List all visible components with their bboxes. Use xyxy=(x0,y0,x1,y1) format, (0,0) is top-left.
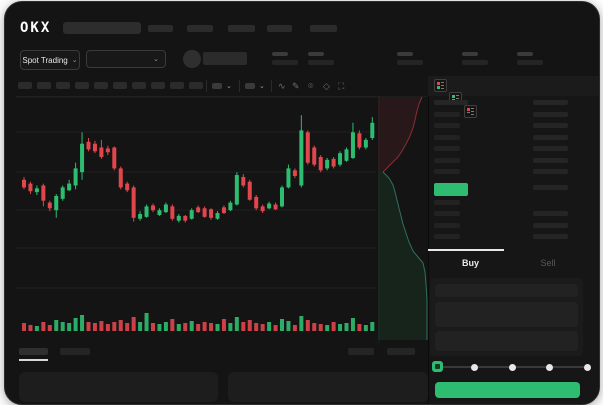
bid-price[interactable] xyxy=(434,210,460,216)
camera-icon[interactable]: ⌾ xyxy=(308,81,314,91)
buy-tab-label: Buy xyxy=(461,258,479,268)
nav-item[interactable] xyxy=(310,25,337,32)
bottom-action-left[interactable] xyxy=(348,348,374,355)
ask-price[interactable] xyxy=(434,146,460,151)
nav-item[interactable] xyxy=(148,25,173,32)
interval-button[interactable] xyxy=(189,82,203,89)
orderbook-toolbar xyxy=(428,76,599,96)
interval-button[interactable] xyxy=(75,82,89,89)
bid-price[interactable] xyxy=(434,222,460,228)
stat-label xyxy=(272,52,288,56)
last-price-placeholder xyxy=(203,52,247,65)
price-field[interactable] xyxy=(435,284,578,297)
interval-button[interactable] xyxy=(94,82,108,89)
fullscreen-icon[interactable]: ⛶ xyxy=(338,81,345,91)
nav-item[interactable] xyxy=(228,25,255,32)
ask-price[interactable] xyxy=(434,157,460,163)
pair-selector[interactable]: ⌄ xyxy=(86,50,166,68)
bottom-action-right[interactable] xyxy=(387,348,415,355)
bottom-panel-left xyxy=(19,372,218,402)
search-input[interactable] xyxy=(63,22,141,34)
toolbar-bottom-divider xyxy=(16,96,428,97)
total-field[interactable] xyxy=(435,331,578,351)
bottom-tab-active[interactable] xyxy=(19,348,48,355)
bid-price[interactable] xyxy=(434,233,460,239)
bid-amount xyxy=(533,222,568,228)
stat-value xyxy=(272,60,298,65)
ask-amount xyxy=(533,146,568,151)
bottom-panel-right xyxy=(228,372,428,402)
ask-amount xyxy=(533,157,568,163)
ask-amount xyxy=(533,169,568,174)
market-type-label: Spot Trading xyxy=(22,55,68,65)
last-price-bar[interactable] xyxy=(434,183,468,196)
candlestick-chart[interactable] xyxy=(4,1,600,405)
tab-buy[interactable]: Buy xyxy=(428,251,513,275)
chevron-down-icon[interactable]: ⌄ xyxy=(226,83,232,90)
book-view-combined-icon[interactable] xyxy=(434,79,447,92)
ask-price[interactable] xyxy=(434,123,460,128)
stat-label xyxy=(308,52,324,56)
interval-button[interactable] xyxy=(37,82,51,89)
ask-price[interactable] xyxy=(434,111,460,117)
bid-price[interactable] xyxy=(434,199,460,205)
stat-label xyxy=(397,52,413,56)
overlay-dropdown[interactable] xyxy=(245,83,255,89)
interval-button[interactable] xyxy=(56,82,70,89)
book-header-price xyxy=(434,100,468,105)
bottom-tab-indicator xyxy=(19,359,48,361)
last-price-amount xyxy=(533,185,568,190)
nav-item[interactable] xyxy=(187,25,213,32)
stat-value xyxy=(397,60,423,65)
sell-tab-label: Sell xyxy=(540,258,556,268)
tab-sell[interactable]: Sell xyxy=(513,251,583,275)
wave-indicator-icon[interactable]: ∿ xyxy=(278,81,286,91)
interval-button[interactable] xyxy=(132,82,146,89)
bottom-tab[interactable] xyxy=(60,348,90,355)
diamond-icon[interactable]: ◇ xyxy=(323,81,330,91)
stat-value xyxy=(517,60,543,65)
ask-price[interactable] xyxy=(434,134,460,140)
pencil-draw-icon[interactable]: ✎ xyxy=(292,81,300,91)
stat-label xyxy=(462,52,478,56)
interval-button[interactable] xyxy=(18,82,32,89)
slider-stop[interactable] xyxy=(471,363,478,371)
okx-logo: OKX xyxy=(20,20,52,36)
coin-avatar xyxy=(183,50,201,68)
interval-button[interactable] xyxy=(113,82,127,89)
interval-button[interactable] xyxy=(151,82,165,89)
slider-stop[interactable] xyxy=(508,363,516,371)
toolbar-divider xyxy=(206,80,207,92)
slider-stop[interactable] xyxy=(583,363,591,371)
percent-slider-handle[interactable] xyxy=(432,361,443,372)
book-header-amount xyxy=(533,100,568,105)
chevron-down-icon[interactable]: ⌄ xyxy=(259,83,265,90)
app-window: OKX Spot Trading ⌄ ⌄ ⌄ ⌄ ∿ ✎ xyxy=(4,1,600,405)
bid-amount xyxy=(533,210,568,216)
book-view-asks-icon[interactable] xyxy=(464,105,477,118)
bid-amount xyxy=(533,233,568,239)
toolbar-divider xyxy=(239,80,240,92)
stat-value xyxy=(308,60,334,65)
slider-stop[interactable] xyxy=(546,363,553,371)
buy-tab-indicator xyxy=(428,249,504,251)
ask-amount xyxy=(533,111,568,117)
indicator-dropdown[interactable] xyxy=(212,83,222,89)
ask-amount xyxy=(533,123,568,128)
toolbar-divider xyxy=(271,80,272,92)
market-type-selector[interactable]: Spot Trading ⌄ xyxy=(20,50,80,70)
submit-buy-button[interactable] xyxy=(435,382,580,398)
ask-amount xyxy=(533,134,568,140)
chevron-down-icon: ⌄ xyxy=(153,55,159,63)
stat-value xyxy=(462,60,488,65)
ask-price[interactable] xyxy=(434,169,460,174)
nav-item[interactable] xyxy=(267,25,292,32)
interval-button[interactable] xyxy=(170,82,184,89)
amount-field[interactable] xyxy=(435,302,578,327)
chevron-down-icon: ⌄ xyxy=(71,56,78,64)
stat-label xyxy=(517,52,533,56)
